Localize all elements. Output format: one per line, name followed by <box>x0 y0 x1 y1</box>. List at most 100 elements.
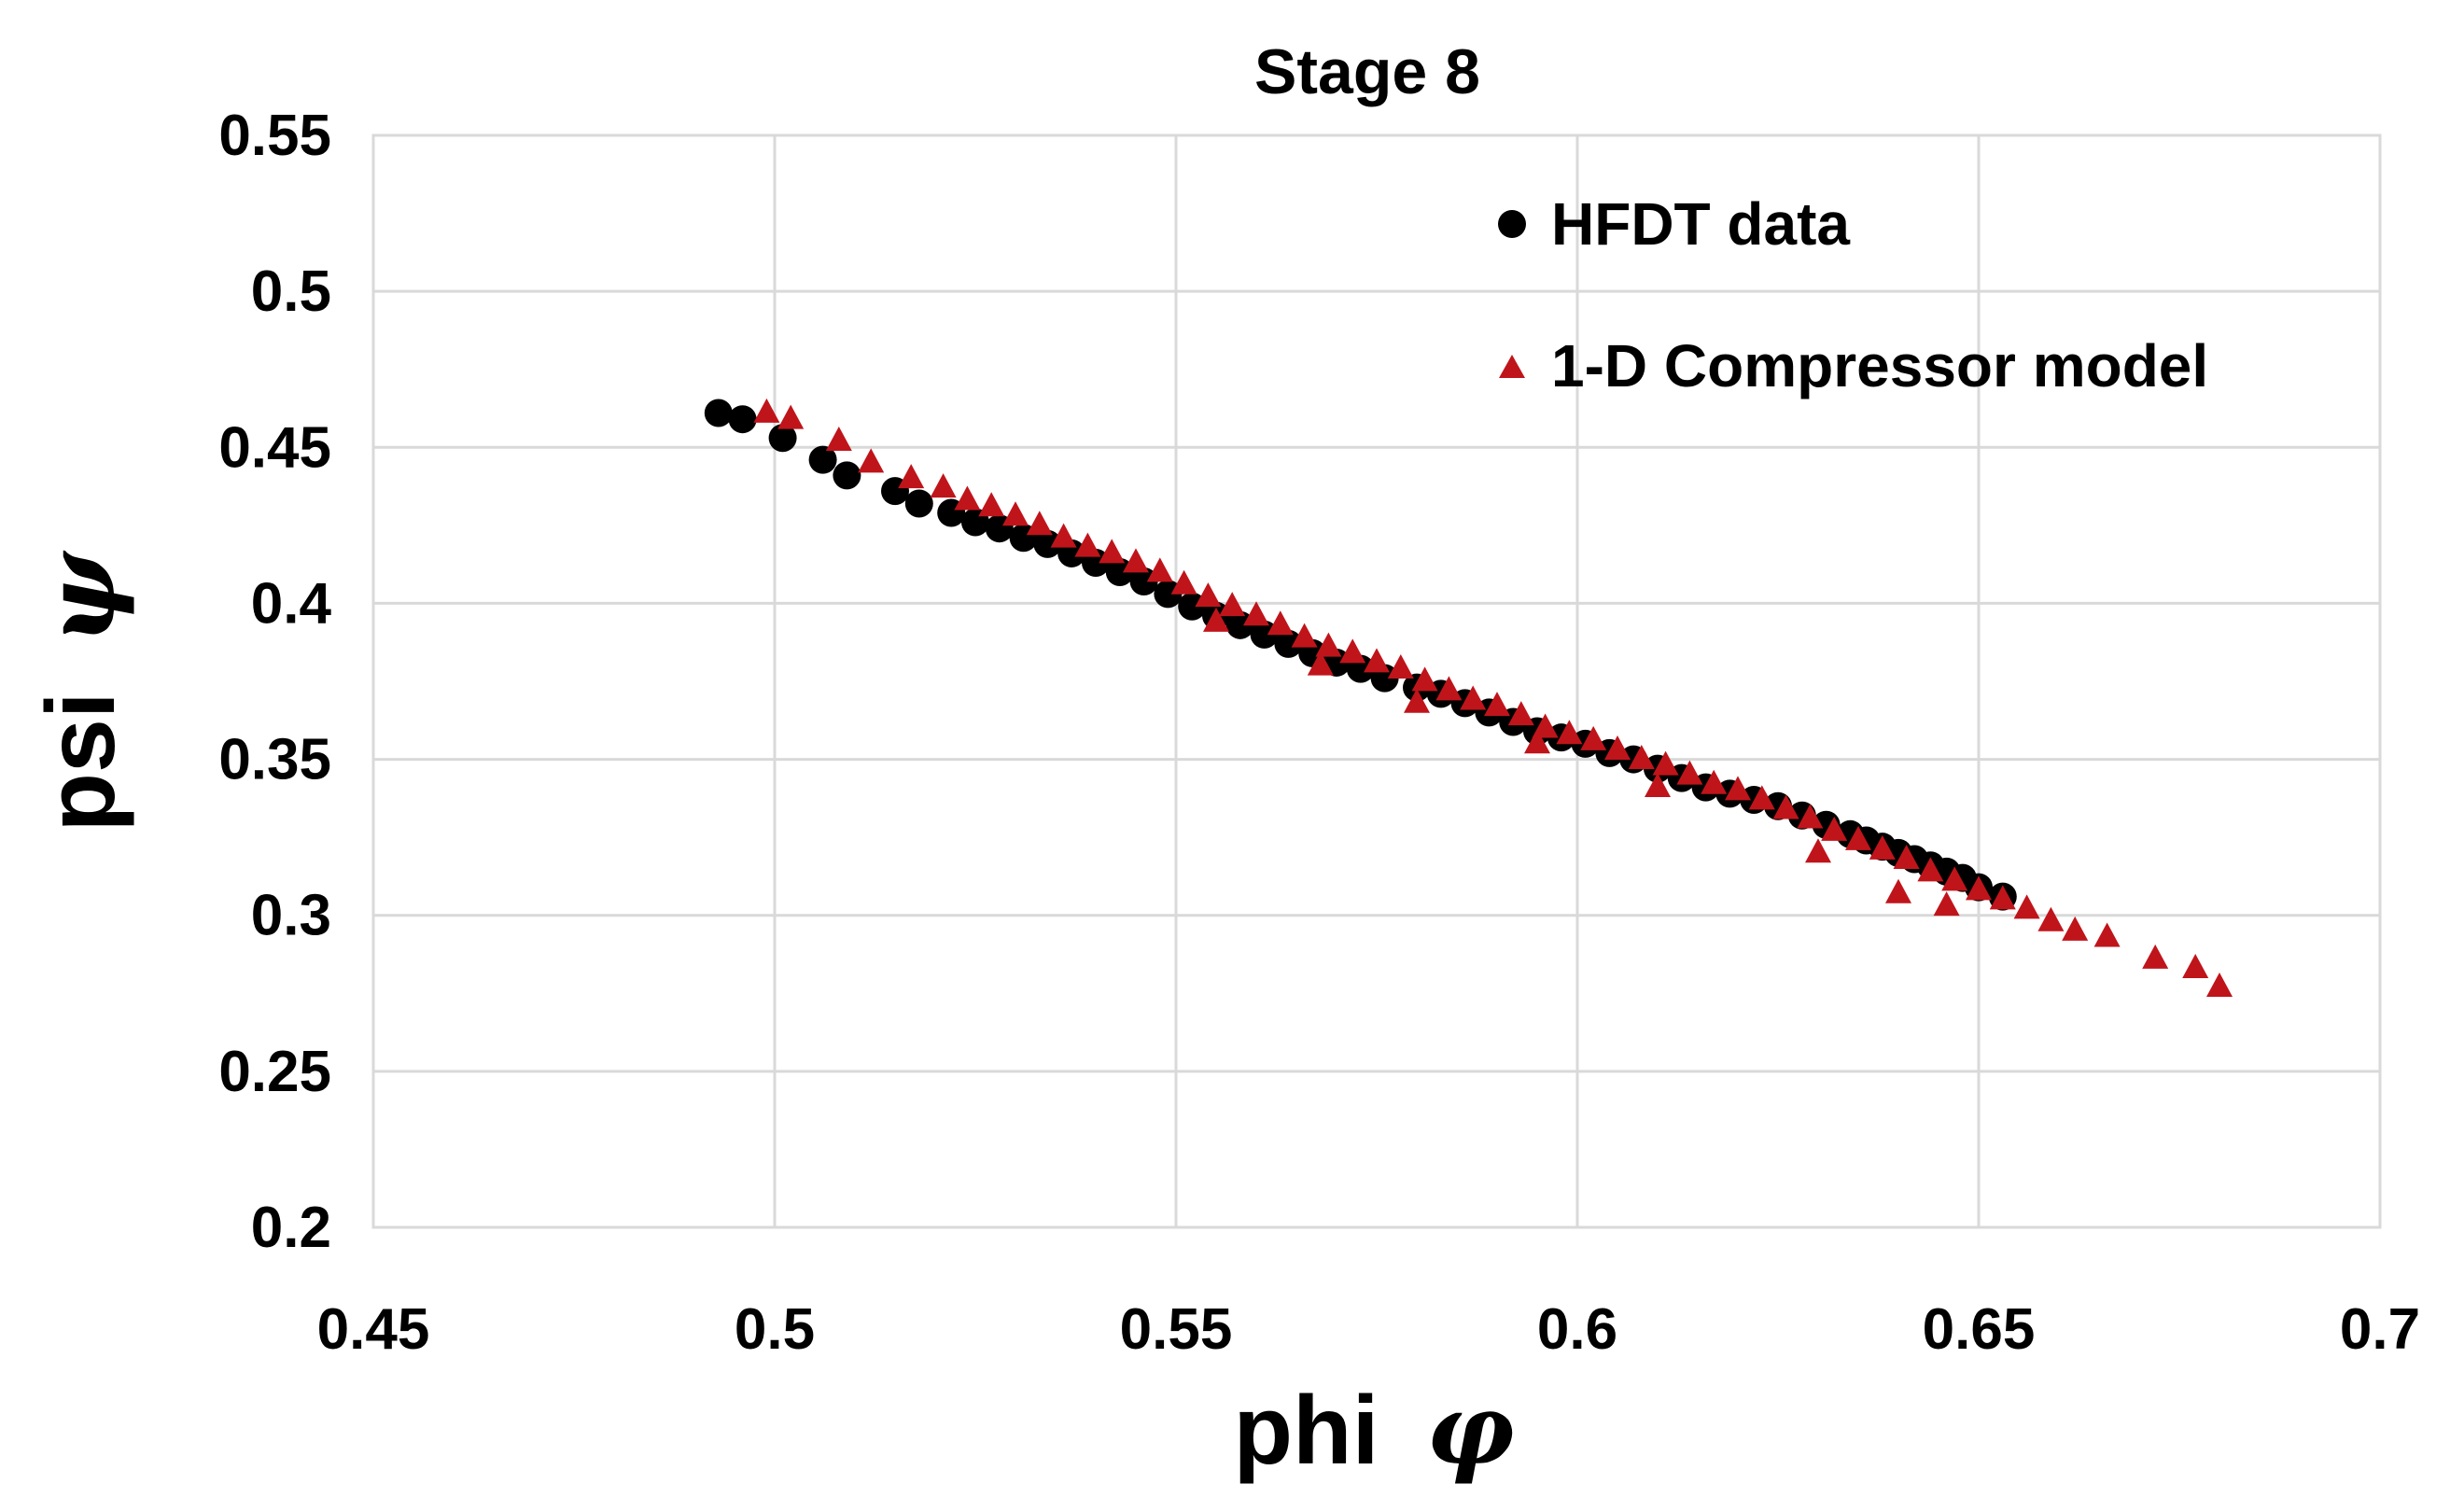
hfdt-point <box>728 405 757 434</box>
model-point <box>1146 557 1173 582</box>
model-point <box>1460 685 1487 710</box>
model-point <box>1435 676 1463 701</box>
y-tick-label: 0.2 <box>251 1196 331 1260</box>
model-point <box>2037 906 2065 931</box>
model-point <box>930 473 957 498</box>
model-point <box>1532 713 1559 738</box>
legend-marker-model <box>1499 355 1525 378</box>
model-point <box>898 464 925 489</box>
x-tick-label: 0.45 <box>317 1297 430 1362</box>
legend-label-model: 1-D Compressor model <box>1551 332 2208 399</box>
model-point <box>825 427 852 451</box>
legend-label-hfdt: HFDT data <box>1551 190 1850 258</box>
data-points <box>704 398 2233 997</box>
model-point <box>1219 592 1246 617</box>
model-point <box>1748 785 1775 810</box>
model-point <box>1966 875 1992 901</box>
model-point <box>1170 569 1197 595</box>
model-point <box>1524 729 1550 754</box>
hfdt-point <box>808 445 837 474</box>
model-point <box>2062 916 2089 941</box>
x-tick-label: 0.55 <box>1120 1297 1233 1362</box>
y-tick-label: 0.4 <box>251 571 332 636</box>
model-point <box>1821 816 1848 841</box>
model-point <box>1195 582 1222 608</box>
model-point <box>1050 523 1077 548</box>
model-point <box>978 492 1005 517</box>
model-point <box>1725 776 1751 801</box>
hfdt-point <box>904 489 933 518</box>
y-tick-label: 0.25 <box>218 1040 331 1104</box>
y-tick-label: 0.55 <box>218 104 331 168</box>
model-point <box>2142 944 2169 969</box>
x-tick-label: 0.7 <box>2340 1297 2420 1362</box>
model-point <box>1411 666 1438 692</box>
model-point <box>753 398 780 423</box>
hfdt-point <box>1274 629 1303 658</box>
legend-marker-hfdt <box>1498 210 1526 238</box>
model-point <box>1933 891 1960 917</box>
model-point <box>1676 760 1703 785</box>
y-axis-symbol: ψ <box>22 550 137 644</box>
model-point <box>1099 539 1126 564</box>
y-tick-label: 0.5 <box>251 259 331 324</box>
model-point <box>1002 501 1029 526</box>
model-point <box>1869 834 1896 860</box>
model-point <box>1772 794 1799 819</box>
model-point <box>1364 648 1390 673</box>
model-point <box>2206 973 2233 997</box>
model-point <box>1989 885 2016 910</box>
model-point <box>1507 701 1534 726</box>
model-point <box>1387 654 1414 679</box>
model-point <box>1404 688 1430 713</box>
y-axis-ticks: 0.2 0.25 0.3 0.35 0.4 0.45 0.5 0.55 <box>218 104 331 1260</box>
model-point <box>1580 725 1607 750</box>
model-point <box>1941 866 1968 891</box>
model-point <box>1203 607 1229 632</box>
model-point <box>1604 735 1631 760</box>
x-axis-symbol: φ <box>1426 1372 1514 1487</box>
y-axis-label: psi ψ <box>22 550 137 832</box>
model-point <box>2093 922 2121 947</box>
model-point <box>954 485 981 511</box>
model-point <box>858 448 885 473</box>
model-point <box>1291 623 1318 648</box>
y-axis-label-text: psi <box>27 692 135 832</box>
model-point <box>1315 632 1342 657</box>
x-tick-label: 0.5 <box>735 1297 815 1362</box>
model-point <box>1652 750 1679 776</box>
model-point <box>1797 804 1824 829</box>
x-axis-label: phi φ <box>1234 1372 1515 1487</box>
legend: HFDT data 1-D Compressor model <box>1498 190 2208 399</box>
y-tick-label: 0.35 <box>218 728 331 792</box>
x-tick-label: 0.65 <box>1923 1297 2036 1362</box>
model-point <box>1484 692 1510 717</box>
model-point <box>1026 511 1053 536</box>
chart-title: Stage 8 <box>1254 36 1480 107</box>
model-point <box>1805 838 1831 863</box>
hfdt-point <box>704 399 733 427</box>
model-point <box>1123 548 1149 573</box>
model-point <box>1307 651 1334 676</box>
x-axis-label-text: phi <box>1234 1377 1379 1485</box>
y-tick-label: 0.45 <box>218 415 331 480</box>
model-point <box>1885 878 1911 903</box>
model-point <box>777 404 805 429</box>
hfdt-point <box>1033 529 1062 558</box>
plot-area <box>371 133 2382 1229</box>
model-point <box>1701 769 1728 794</box>
hfdt-point <box>768 424 797 453</box>
model-point <box>1645 773 1671 798</box>
model-point <box>1628 744 1655 769</box>
model-point <box>1074 532 1101 557</box>
model-point <box>1917 857 1944 882</box>
model-point <box>1845 825 1871 850</box>
model-point <box>1556 720 1583 745</box>
model-point <box>1243 601 1269 626</box>
model-point <box>2013 894 2040 919</box>
x-tick-label: 0.6 <box>1537 1297 1617 1362</box>
hfdt-point <box>833 461 861 490</box>
x-axis-ticks: 0.45 0.5 0.55 0.6 0.65 0.7 <box>317 1297 2420 1362</box>
model-point <box>1893 844 1920 869</box>
